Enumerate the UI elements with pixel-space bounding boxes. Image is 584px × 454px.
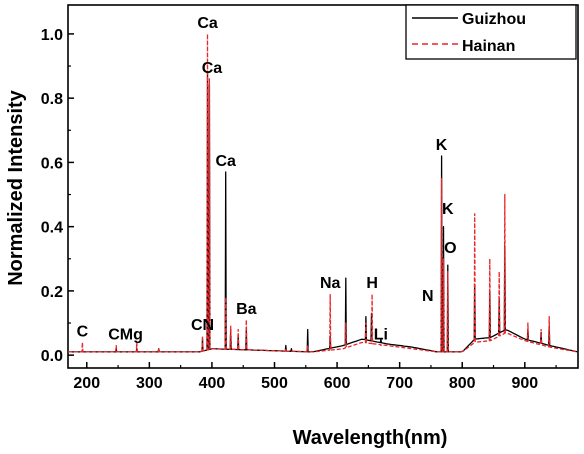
annotation-label: Ca: [202, 60, 223, 77]
annotation-label: Na: [320, 275, 341, 292]
annotation-layer: Ca Ca Ca Ba C CMg CN Na H Li N K K O: [77, 15, 457, 344]
annotation-label: K: [442, 201, 454, 218]
series-line-hainan: [68, 33, 578, 353]
series-line-guizhou: [68, 71, 578, 353]
annotation-label: Ca: [197, 15, 218, 32]
x-tick-label: 700: [386, 375, 413, 392]
y-axis-title: Normalized Intensity: [5, 89, 27, 285]
y-tick-label: 0.8: [41, 91, 63, 108]
y-tick-label: 0.6: [41, 155, 63, 172]
annotation-label: K: [436, 137, 448, 154]
x-tick-label: 600: [324, 375, 351, 392]
annotation-label: H: [366, 275, 378, 292]
annotation-label: N: [422, 288, 434, 305]
series-layer: [68, 33, 578, 353]
annotation-label: Ca: [215, 153, 236, 170]
legend: Guizhou Hainan: [405, 4, 577, 60]
annotation-label: Ba: [236, 301, 257, 318]
x-axis-title: Wavelength(nm): [293, 427, 448, 449]
x-tick-label: 500: [261, 375, 288, 392]
x-tick-label: 200: [73, 375, 100, 392]
y-tick-label: 0.2: [41, 284, 63, 301]
plot-frame: [67, 4, 579, 369]
y-tick-label: 1.0: [41, 27, 63, 44]
annotation-label: Li: [374, 327, 388, 344]
annotation-label: CN: [191, 317, 214, 334]
axes-layer: 200 300 400 500 600 700 800 900 0.0 0.2 0.4 0.6 0.8 1…: [41, 27, 557, 392]
legend-label-guizhou: Guizhou: [462, 11, 526, 28]
legend-box: [405, 4, 577, 60]
annotation-label: C: [77, 323, 89, 340]
x-tick-label: 800: [449, 375, 476, 392]
y-tick-label: 0.0: [41, 348, 63, 365]
plot-area: [67, 4, 579, 369]
annotation-label: O: [444, 240, 456, 257]
x-tick-label: 900: [511, 375, 538, 392]
y-tick-label: 0.4: [41, 220, 63, 237]
x-tick-label: 300: [136, 375, 163, 392]
legend-label-hainan: Hainan: [462, 38, 515, 55]
x-tick-label: 400: [199, 375, 226, 392]
annotation-label: CMg: [108, 327, 143, 344]
